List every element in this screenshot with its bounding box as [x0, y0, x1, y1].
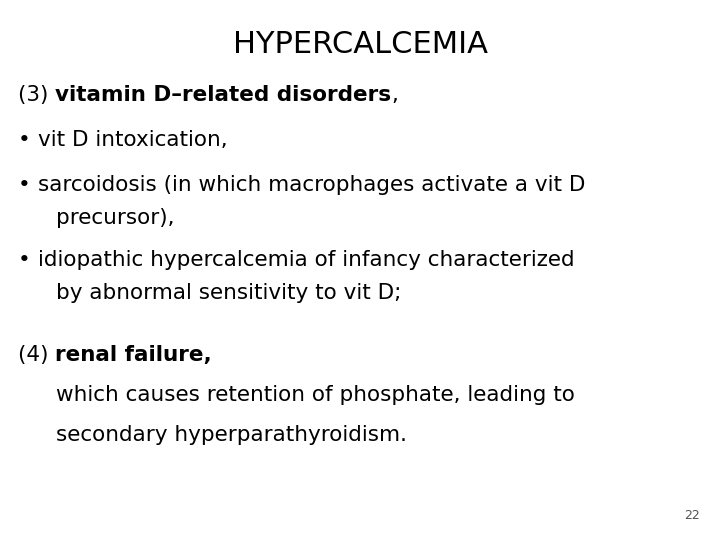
Text: (4): (4)	[18, 345, 55, 365]
Text: 22: 22	[684, 509, 700, 522]
Text: which causes retention of phosphate, leading to: which causes retention of phosphate, lea…	[56, 385, 575, 405]
Text: precursor),: precursor),	[56, 208, 174, 228]
Text: renal failure,: renal failure,	[55, 345, 212, 365]
Text: ,: ,	[392, 85, 398, 105]
Text: secondary hyperparathyroidism.: secondary hyperparathyroidism.	[56, 425, 407, 445]
Text: idiopathic hypercalcemia of infancy characterized: idiopathic hypercalcemia of infancy char…	[38, 250, 575, 270]
Text: by abnormal sensitivity to vit D;: by abnormal sensitivity to vit D;	[56, 283, 401, 303]
Text: sarcoidosis (in which macrophages activate a vit D: sarcoidosis (in which macrophages activa…	[38, 175, 585, 195]
Text: •: •	[18, 250, 31, 270]
Text: •: •	[18, 175, 31, 195]
Text: HYPERCALCEMIA: HYPERCALCEMIA	[233, 30, 487, 59]
Text: vitamin D–related disorders: vitamin D–related disorders	[55, 85, 392, 105]
Text: vit D intoxication,: vit D intoxication,	[38, 130, 228, 150]
Text: (3): (3)	[18, 85, 55, 105]
Text: •: •	[18, 130, 31, 150]
